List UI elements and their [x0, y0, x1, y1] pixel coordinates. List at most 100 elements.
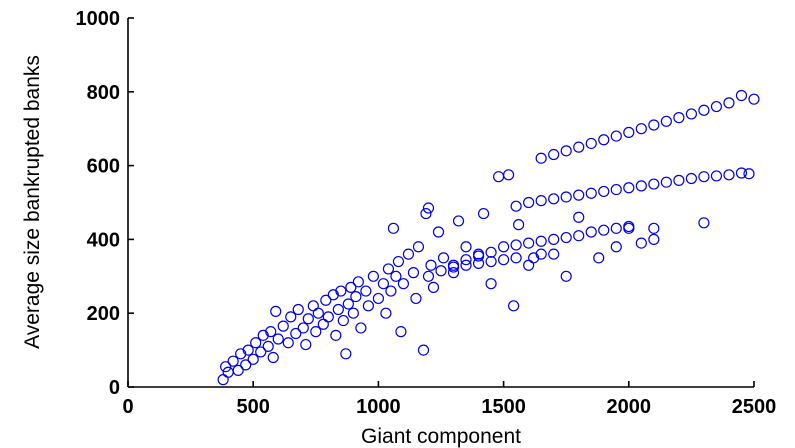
data-point: [492, 171, 505, 183]
data-point: [648, 233, 660, 245]
data-point: [610, 241, 622, 253]
data-point: [723, 169, 735, 181]
x-tick-label: 1500: [481, 396, 526, 418]
data-point: [472, 250, 485, 262]
data-point: [277, 320, 289, 332]
data-point: [217, 374, 229, 386]
data-point: [447, 267, 460, 279]
data-point: [560, 145, 572, 157]
data-point: [585, 226, 597, 238]
data-point: [523, 196, 535, 209]
data-point: [435, 265, 447, 277]
data-point: [573, 211, 585, 223]
data-point: [698, 171, 710, 183]
data-point: [372, 292, 384, 305]
data-point: [548, 148, 560, 161]
data-point: [560, 270, 572, 282]
data-point: [585, 187, 597, 199]
y-tick-label: 200: [87, 303, 120, 325]
data-point: [510, 239, 522, 251]
y-tick-label: 1000: [76, 8, 121, 30]
data-point: [710, 100, 723, 113]
data-point: [362, 300, 374, 312]
data-point: [548, 233, 560, 245]
data-point: [623, 182, 635, 194]
data-point: [508, 300, 520, 312]
data-point: [510, 200, 522, 212]
data-point: [660, 115, 672, 127]
data-point: [282, 337, 294, 349]
y-tick-label: 0: [109, 377, 120, 399]
data-point: [242, 344, 254, 356]
data-point: [310, 326, 322, 338]
data-point: [367, 270, 379, 282]
data-point: [635, 237, 647, 249]
data-point: [320, 294, 332, 306]
data-point: [513, 219, 525, 231]
data-point: [352, 276, 364, 288]
data-point: [523, 259, 535, 271]
data-point: [290, 327, 302, 340]
data-point: [267, 351, 279, 364]
data-point: [648, 178, 660, 190]
data-point: [485, 246, 497, 258]
data-point: [387, 222, 400, 234]
data-point: [427, 281, 440, 293]
data-point: [262, 340, 274, 353]
data-point: [723, 97, 735, 109]
data-point: [452, 215, 465, 227]
data-point: [660, 176, 672, 188]
data-point: [422, 202, 435, 214]
x-tick-label: 2000: [607, 396, 652, 418]
data-point: [710, 170, 723, 182]
data-point: [380, 307, 392, 319]
data-point: [585, 137, 597, 150]
data-point: [402, 248, 415, 260]
data-point: [548, 193, 560, 205]
data-point: [485, 255, 497, 268]
data-point: [673, 174, 685, 186]
data-point: [297, 322, 309, 334]
tick-layer: 0 500 1000 1500 2000 2500 0 200 400 600 800 1000: [76, 8, 777, 418]
data-point: [610, 222, 622, 234]
data-point: [447, 261, 460, 273]
data-point: [535, 235, 547, 247]
x-tick-label: 0: [122, 396, 133, 418]
data-point: [232, 364, 244, 376]
data-point: [397, 278, 410, 290]
data-point: [240, 359, 252, 371]
data-point: [685, 172, 698, 185]
data-point: [377, 278, 390, 290]
data-point: [382, 263, 395, 275]
data-point: [460, 254, 472, 266]
data-point: [593, 252, 605, 264]
y-tick-label: 400: [87, 229, 120, 251]
data-point: [523, 237, 535, 249]
data-point: [573, 189, 585, 201]
data-point: [342, 298, 354, 310]
data-point: [425, 259, 437, 271]
y-tick-label: 600: [87, 156, 120, 178]
data-point: [385, 285, 397, 297]
points-layer: [217, 89, 760, 386]
data-point: [460, 241, 472, 253]
data-point: [573, 230, 585, 242]
data-point: [392, 255, 405, 268]
data-point: [698, 104, 710, 116]
data-point: [345, 281, 357, 293]
data-point: [485, 278, 497, 290]
data-point: [335, 285, 347, 297]
y-axis-label: Average size bankrupted banks: [21, 55, 44, 349]
data-point: [355, 322, 367, 334]
data-point: [528, 252, 540, 264]
data-point: [340, 348, 352, 360]
data-point: [623, 126, 635, 138]
data-point: [417, 344, 430, 356]
data-point: [317, 318, 329, 330]
data-point: [510, 252, 522, 264]
data-point: [623, 220, 635, 233]
data-point: [307, 300, 319, 312]
data-point: [330, 329, 342, 341]
data-point: [220, 361, 232, 373]
